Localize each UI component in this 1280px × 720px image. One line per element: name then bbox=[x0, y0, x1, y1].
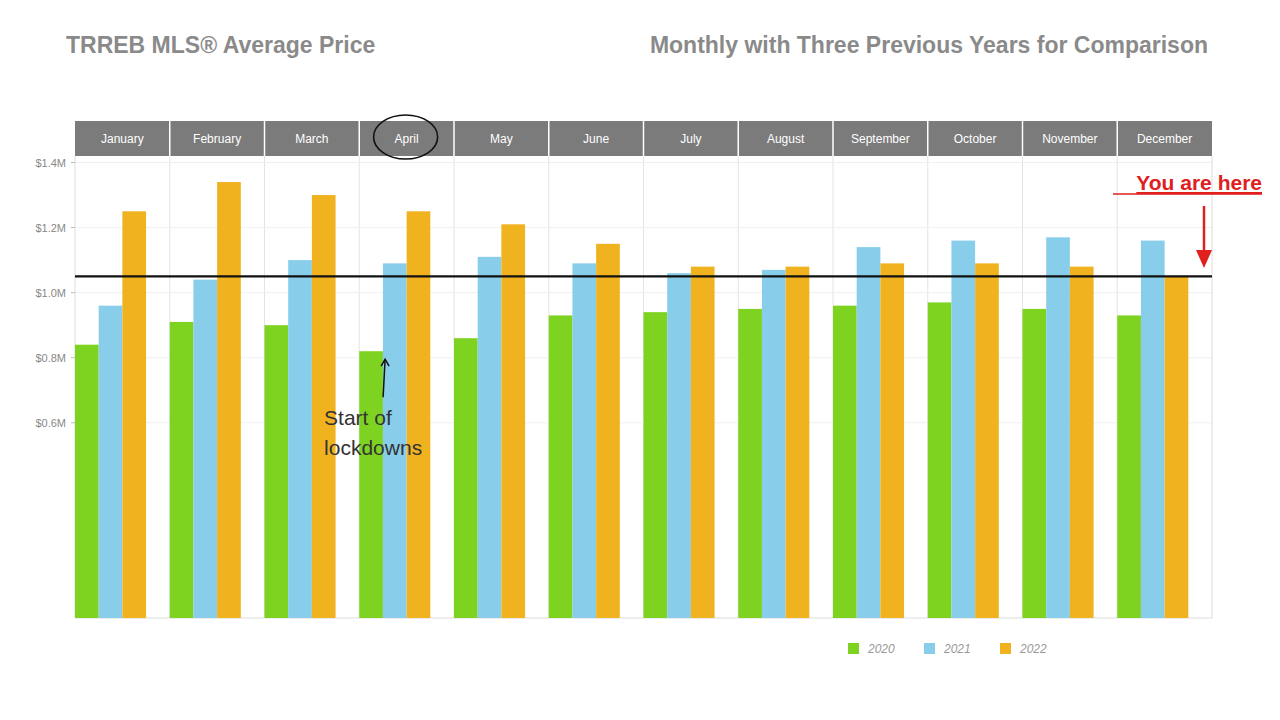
x-tick-label: December bbox=[1137, 132, 1192, 146]
x-tick-label: January bbox=[101, 132, 144, 146]
bar bbox=[738, 309, 762, 618]
y-tick bbox=[71, 227, 75, 228]
bar bbox=[833, 306, 857, 618]
header-separator bbox=[927, 121, 929, 156]
x-tick-label: May bbox=[490, 132, 513, 146]
y-tick bbox=[71, 292, 75, 293]
y-grid-line bbox=[75, 162, 1212, 163]
bar bbox=[549, 315, 573, 618]
bar bbox=[359, 351, 383, 618]
y-tick-label: $0.6M bbox=[35, 417, 66, 429]
header-separator bbox=[643, 121, 645, 156]
annotation-arrowhead bbox=[1196, 250, 1212, 268]
legend-swatch bbox=[1000, 643, 1011, 654]
legend-swatch bbox=[848, 643, 859, 654]
y-tick-label: $1.4M bbox=[35, 157, 66, 169]
bar bbox=[454, 338, 478, 618]
annotation-underline bbox=[1113, 193, 1262, 195]
bar bbox=[99, 306, 123, 618]
bar bbox=[122, 211, 146, 618]
header-separator bbox=[832, 121, 834, 156]
subtitle: Monthly with Three Previous Years for Co… bbox=[650, 32, 1208, 58]
x-tick-label: October bbox=[954, 132, 997, 146]
bar bbox=[1141, 241, 1165, 618]
bar bbox=[75, 345, 99, 618]
annotation-arrow bbox=[383, 359, 385, 397]
bar bbox=[1117, 315, 1141, 618]
header-band bbox=[75, 121, 1212, 156]
bar bbox=[1046, 237, 1070, 618]
bar bbox=[265, 325, 289, 618]
legend-label: 2020 bbox=[867, 642, 895, 656]
bar bbox=[1070, 267, 1094, 618]
header-separator bbox=[738, 121, 740, 156]
chart: TRREB MLS® Average Price Monthly with Thr… bbox=[0, 0, 1280, 720]
x-tick-label: March bbox=[295, 132, 328, 146]
bar bbox=[572, 263, 596, 618]
y-tick-label: $1.0M bbox=[35, 287, 66, 299]
bar bbox=[1165, 276, 1189, 618]
bar bbox=[217, 182, 241, 618]
bar bbox=[951, 241, 975, 618]
x-tick-label: September bbox=[851, 132, 910, 146]
annotation-arrowhead bbox=[381, 359, 389, 366]
bar bbox=[501, 224, 525, 618]
x-tick-label: August bbox=[767, 132, 805, 146]
annotation: You are here bbox=[1136, 171, 1262, 194]
x-tick-label: April bbox=[395, 132, 419, 146]
header-separator bbox=[264, 121, 266, 156]
bar bbox=[928, 302, 952, 618]
bar bbox=[857, 247, 881, 618]
annotation: Start of lockdowns bbox=[324, 406, 422, 459]
annotation-line: lockdowns bbox=[324, 436, 422, 459]
bar bbox=[762, 270, 786, 618]
bar bbox=[644, 312, 668, 618]
bar bbox=[786, 267, 810, 618]
bar bbox=[288, 260, 312, 618]
highlight-circle bbox=[374, 115, 438, 159]
bar bbox=[596, 244, 620, 618]
header-separator bbox=[1117, 121, 1119, 156]
y-tick bbox=[71, 422, 75, 423]
bar bbox=[880, 263, 904, 618]
y-tick-label: $1.2M bbox=[35, 222, 66, 234]
header-separator bbox=[1022, 121, 1024, 156]
bar bbox=[170, 322, 194, 618]
y-tick-label: $0.8M bbox=[35, 352, 66, 364]
header-separator bbox=[453, 121, 455, 156]
annotation-arrow bbox=[1203, 206, 1206, 254]
header-separator bbox=[359, 121, 361, 156]
annotation-line: Start of bbox=[324, 406, 392, 429]
title: TRREB MLS® Average Price bbox=[66, 32, 375, 58]
bar bbox=[478, 257, 502, 618]
legend-label: 2021 bbox=[943, 642, 971, 656]
header-separator bbox=[548, 121, 550, 156]
y-tick bbox=[71, 162, 75, 163]
x-tick-label: July bbox=[680, 132, 701, 146]
bar bbox=[1023, 309, 1047, 618]
reference-line bbox=[75, 275, 1212, 277]
x-tick-label: November bbox=[1042, 132, 1097, 146]
legend-swatch bbox=[924, 643, 935, 654]
frame-right bbox=[1212, 156, 1213, 618]
y-grid-line bbox=[75, 292, 1212, 293]
y-tick bbox=[71, 357, 75, 358]
legend-label: 2022 bbox=[1019, 642, 1047, 656]
header-separator bbox=[169, 121, 171, 156]
bar bbox=[667, 273, 691, 618]
bars bbox=[75, 182, 1188, 618]
x-tick-label: February bbox=[193, 132, 241, 146]
bar bbox=[691, 267, 715, 618]
bar bbox=[193, 280, 217, 618]
bar bbox=[975, 263, 999, 618]
bar bbox=[407, 211, 431, 618]
y-grid-line bbox=[75, 227, 1212, 228]
x-tick-label: June bbox=[583, 132, 609, 146]
